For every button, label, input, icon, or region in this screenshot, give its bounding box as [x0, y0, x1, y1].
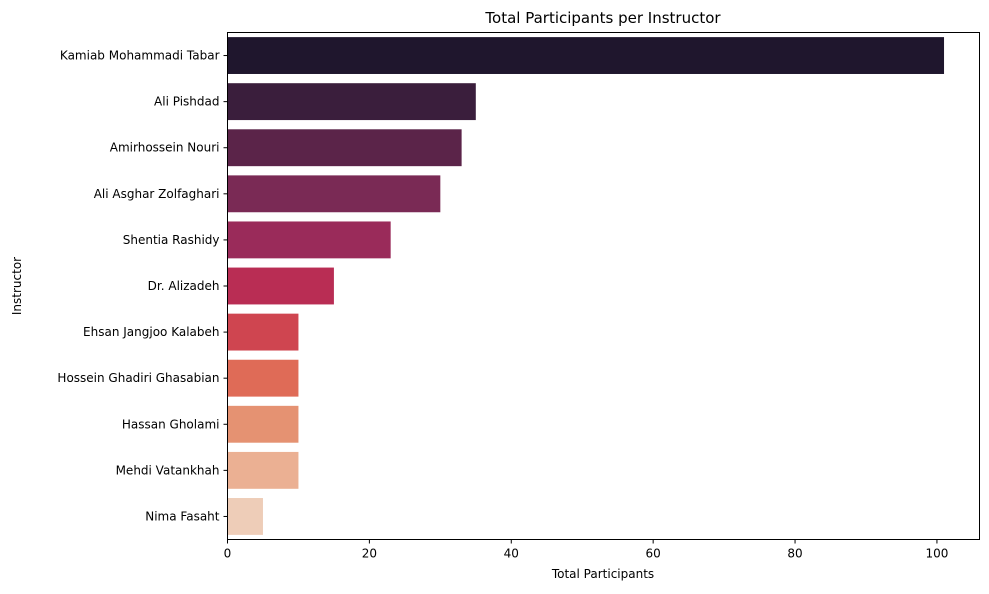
y-tick-label: Amirhossein Nouri [110, 141, 220, 155]
y-tick-label: Nima Fasaht [145, 509, 220, 523]
x-ticks-group: 0 20 40 60 80 100 [224, 539, 948, 561]
chart-title: Total Participants per Instructor [484, 9, 721, 27]
x-tick-label: 20 [362, 547, 377, 561]
bar [227, 451, 299, 489]
y-tick-label: Shentia Rashidy [123, 233, 220, 247]
plot-frame [227, 32, 980, 540]
x-axis-label: Total Participants [551, 567, 654, 581]
y-tick-label: Ehsan Jangjoo Kalabeh [83, 325, 219, 339]
bars-group [227, 37, 945, 535]
bar [227, 498, 263, 535]
x-tick-label: 100 [925, 547, 948, 561]
y-tick-label: Dr. Alizadeh [148, 279, 220, 293]
y-ticks-group: Kamiab Mohammadi Tabar Ali Pishdad Amirhos… [57, 49, 228, 523]
y-tick-label: Ali Pishdad [154, 95, 219, 109]
bar [227, 37, 945, 74]
bar [227, 359, 299, 397]
bar [227, 313, 299, 351]
bar [227, 129, 462, 167]
bar [227, 405, 299, 443]
y-tick-label: Ali Asghar Zolfaghari [94, 187, 220, 201]
y-tick-label: Hassan Gholami [122, 417, 220, 431]
x-tick-label: 80 [787, 547, 802, 561]
bar [227, 175, 441, 213]
y-axis-label: Instructor [10, 257, 24, 315]
x-tick-label: 0 [224, 547, 232, 561]
bar [227, 267, 334, 305]
bar [227, 83, 476, 121]
y-tick-label: Hossein Ghadiri Ghasabian [57, 371, 219, 385]
bar [227, 221, 391, 259]
y-tick-label: Kamiab Mohammadi Tabar [60, 49, 220, 63]
y-tick-label: Mehdi Vatankhah [116, 463, 220, 477]
x-tick-label: 60 [646, 547, 661, 561]
x-tick-label: 40 [504, 547, 519, 561]
